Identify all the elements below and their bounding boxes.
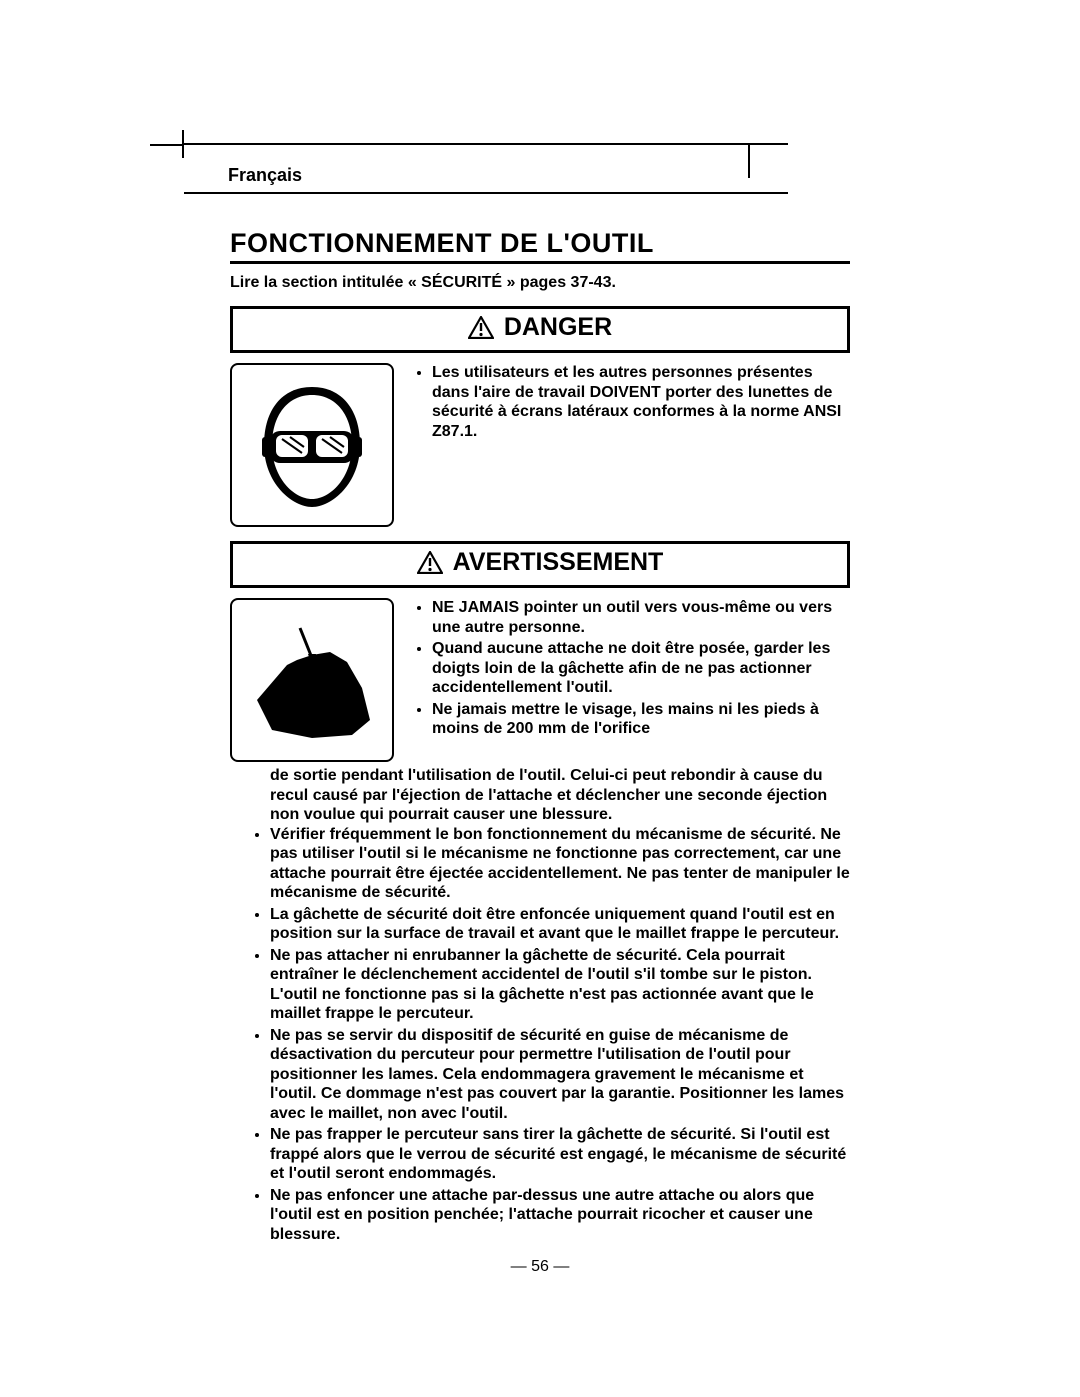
content-area: FONCTIONNEMENT DE L'OUTIL Lire la sectio…: [230, 228, 850, 1276]
intro-text: Lire la section intitulée « SÉCURITÉ » p…: [230, 274, 850, 292]
warning-box: AVERTISSEMENT: [230, 541, 850, 588]
warning-bullet: NE JAMAIS pointer un outil vers vous-mêm…: [432, 598, 850, 637]
warning-continuation: de sortie pendant l'utilisation de l'out…: [230, 766, 850, 825]
warning-triangle-icon: [468, 316, 494, 339]
danger-box: DANGER: [230, 306, 850, 353]
danger-bullet: Les utilisateurs et les autres personnes…: [432, 363, 850, 441]
language-label: Français: [228, 165, 302, 185]
page: Français FONCTIONNEMENT DE L'OUTIL Lire …: [0, 0, 1080, 1397]
warning-continuation-block: de sortie pendant l'utilisation de l'out…: [230, 766, 850, 1244]
warning-row: NE JAMAIS pointer un outil vers vous-mêm…: [230, 598, 850, 762]
warning-bullet: Ne pas frapper le percuteur sans tirer l…: [270, 1125, 850, 1184]
warning-full-bullets: Vérifier fréquemment le bon fonctionneme…: [230, 825, 850, 1245]
warning-bullet: La gâchette de sécurité doit être enfonc…: [270, 905, 850, 944]
danger-bullets: Les utilisateurs et les autres personnes…: [410, 363, 850, 443]
page-number: — 56 —: [230, 1258, 850, 1276]
warning-bullet: Ne pas se servir du dispositif de sécuri…: [270, 1026, 850, 1124]
warning-label: AVERTISSEMENT: [417, 548, 664, 577]
warning-text: AVERTISSEMENT: [453, 548, 664, 577]
section-title: FONCTIONNEMENT DE L'OUTIL: [230, 228, 850, 264]
danger-label: DANGER: [468, 313, 612, 342]
crop-mark-line: [150, 144, 184, 146]
language-header: Français: [184, 143, 788, 194]
danger-row: Les utilisateurs et les autres personnes…: [230, 363, 850, 527]
warning-bullet: Quand aucune attache ne doit être posée,…: [432, 639, 850, 698]
warning-bullet: Vérifier fréquemment le bon fonctionneme…: [270, 825, 850, 903]
hand-injury-icon: [230, 598, 394, 762]
warning-bullet: Ne jamais mettre le visage, les mains ni…: [432, 700, 850, 739]
warning-bullet: Ne pas attacher ni enrubanner la gâchett…: [270, 946, 850, 1024]
warning-triangle-icon: [417, 551, 443, 574]
danger-text: DANGER: [504, 313, 612, 342]
goggles-icon: [230, 363, 394, 527]
warning-bullet: Ne pas enfoncer une attache par-dessus u…: [270, 1186, 850, 1245]
warning-side-bullets: NE JAMAIS pointer un outil vers vous-mêm…: [410, 598, 850, 741]
